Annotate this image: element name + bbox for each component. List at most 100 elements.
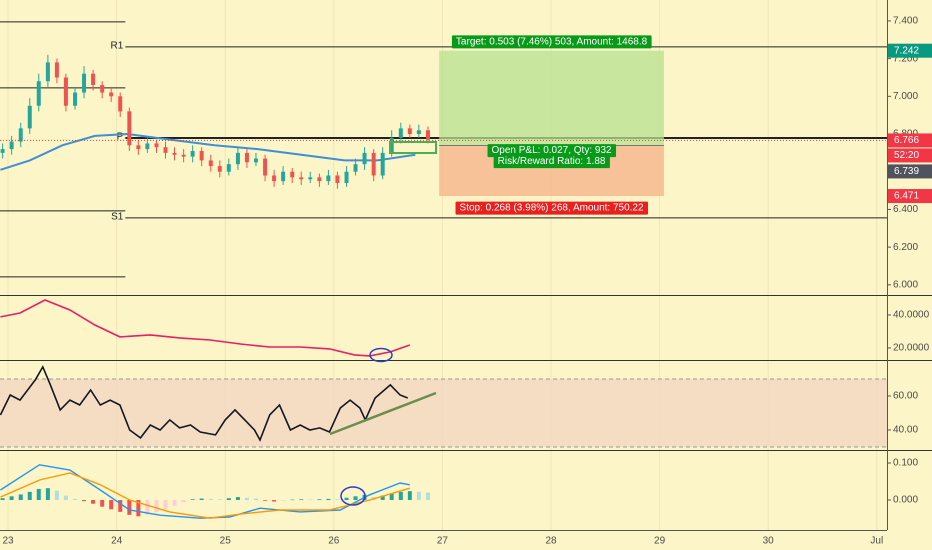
histogram-bar xyxy=(82,500,87,502)
histogram-bar xyxy=(45,488,50,501)
y-tick-label: 40.00 xyxy=(893,425,918,436)
entry-label: 6.739 xyxy=(894,166,919,177)
pivot-label: R1 xyxy=(111,41,124,52)
histogram-bar xyxy=(326,498,331,501)
trend-line xyxy=(329,391,437,436)
candle-body xyxy=(217,166,222,172)
histogram-bar xyxy=(9,496,14,501)
histogram-bar xyxy=(299,499,304,501)
candle-body xyxy=(0,149,5,153)
y-tick-label: 6.400 xyxy=(893,204,918,215)
candle-body xyxy=(226,164,231,172)
target-label-box xyxy=(451,35,652,49)
histogram-bar xyxy=(27,491,32,501)
histogram-bar xyxy=(244,497,249,501)
target-zone xyxy=(439,50,664,146)
histogram-bar xyxy=(145,500,150,515)
candle-body xyxy=(263,158,268,176)
candle-body xyxy=(335,175,340,184)
histogram-bar xyxy=(18,494,23,501)
indicator-line xyxy=(0,299,411,357)
candle-body xyxy=(299,177,304,180)
pivot-label: P xyxy=(117,132,124,143)
stop-label: Stop: 0.268 (3.98%) 268, Amount: 750.22 xyxy=(460,203,644,214)
y-tick-label: 6.200 xyxy=(893,242,918,253)
candle-body xyxy=(36,81,41,106)
histogram-bar xyxy=(109,500,114,510)
candle-body xyxy=(389,137,394,153)
histogram-bar xyxy=(100,500,105,507)
histogram-bar xyxy=(253,498,258,501)
histogram-bar xyxy=(272,500,277,502)
price-label: 6.766 xyxy=(894,135,919,146)
y-tick-label: 7.400 xyxy=(893,16,918,27)
drawn-rectangle xyxy=(389,141,437,154)
histogram-bar xyxy=(353,496,358,501)
y-tick-label: 60.00 xyxy=(893,391,918,402)
x-tick-label: 28 xyxy=(545,536,557,547)
band-fill xyxy=(0,379,887,447)
candle-body xyxy=(244,152,249,163)
candle-body xyxy=(145,143,150,150)
histogram-bar xyxy=(389,493,394,501)
histogram-bar xyxy=(54,490,59,501)
candle-body xyxy=(127,111,132,146)
candle-body xyxy=(326,175,331,182)
histogram-bar xyxy=(407,491,412,501)
histogram-bar xyxy=(290,499,295,501)
y-tick-label: 0.000 xyxy=(893,495,918,506)
histogram-bar xyxy=(136,500,141,517)
moving-average xyxy=(0,132,416,171)
histogram-bar xyxy=(163,500,168,510)
histogram-bar xyxy=(416,491,421,501)
histogram-bar xyxy=(217,499,222,501)
histogram-bar xyxy=(154,500,159,513)
candle-body xyxy=(416,130,421,135)
candle-body xyxy=(425,130,430,140)
histogram-bar xyxy=(36,488,41,501)
histogram-bar xyxy=(398,491,403,501)
y-tick-label: 40.0000 xyxy=(893,310,930,321)
histogram-bar xyxy=(335,499,340,501)
histogram-bar xyxy=(226,498,231,501)
x-tick-label: 27 xyxy=(437,536,449,547)
candle-body xyxy=(63,77,68,106)
histogram-bar xyxy=(181,500,186,503)
histogram-bar xyxy=(281,500,286,501)
candle-body xyxy=(82,73,87,93)
stop-label-box xyxy=(455,201,648,215)
y-tick-label: 7.200 xyxy=(893,53,918,64)
y-tick-label: 7.000 xyxy=(893,91,918,102)
candle-body xyxy=(398,128,403,138)
y-tick-label: 20.0000 xyxy=(893,343,930,354)
candle-body xyxy=(317,177,322,182)
candle-body xyxy=(73,92,78,106)
y-tick-label: 0.100 xyxy=(893,458,918,469)
price-label-box xyxy=(888,189,932,204)
entry-label-box xyxy=(888,164,932,179)
candle-body xyxy=(45,62,50,82)
y-tick-label: 6.000 xyxy=(893,279,918,290)
candle-body xyxy=(272,175,277,182)
candle-body xyxy=(18,128,23,142)
candle-body xyxy=(290,171,295,178)
candle-body xyxy=(172,152,177,155)
candle-body xyxy=(344,171,349,184)
histogram-bar xyxy=(263,500,268,501)
candle-body xyxy=(371,152,376,176)
pnl-label-box xyxy=(487,144,617,158)
plot-area: R1 P S1 Target: 0.503 (7.46%) 503, Amount: … xyxy=(0,21,887,519)
ratio-label: Risk/Reward Ratio: 1.88 xyxy=(498,156,606,167)
candle-body xyxy=(109,92,114,97)
histogram-bar xyxy=(208,498,213,501)
ratio-label-box xyxy=(493,155,610,169)
macd-line xyxy=(0,472,410,519)
x-tick-label: 24 xyxy=(111,536,123,547)
target-label: Target: 0.503 (7.46%) 503, Amount: 1468.… xyxy=(456,36,648,47)
histogram-bar xyxy=(317,499,322,501)
candle-body xyxy=(181,154,186,157)
histogram-bar xyxy=(308,499,313,501)
candle-body xyxy=(281,171,286,182)
candle-body xyxy=(208,160,213,167)
